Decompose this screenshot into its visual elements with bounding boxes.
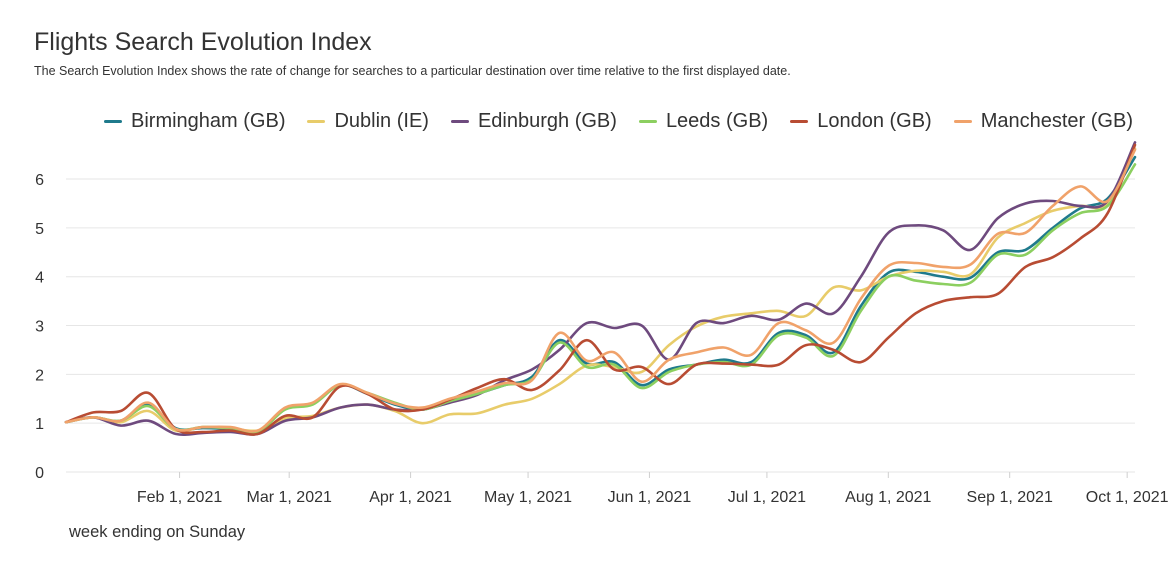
- y-tick-label: 0: [35, 465, 44, 482]
- legend-label: Dublin (IE): [334, 110, 429, 132]
- x-tick-label: Mar 1, 2021: [247, 489, 332, 506]
- series-line-edinburgh-gb[interactable]: [64, 141, 1137, 436]
- x-axis-label: week ending on Sunday: [69, 523, 246, 541]
- legend-swatch: [790, 120, 809, 123]
- y-tick-label: 3: [35, 319, 44, 336]
- legend-label: London (GB): [817, 110, 932, 132]
- x-axis-ticks: Feb 1, 2021 Mar 1, 2021 Apr 1, 2021 May 1, …: [137, 472, 1169, 506]
- legend-item[interactable]: Birmingham (GB): [104, 110, 285, 133]
- chart-title: Flights Search Evolution Index: [34, 28, 372, 56]
- x-tick-label: Jul 1, 2021: [728, 489, 806, 506]
- x-tick-label: Oct 1, 2021: [1086, 489, 1169, 506]
- y-tick-label: 4: [35, 270, 44, 287]
- x-tick-label: May 1, 2021: [484, 489, 572, 506]
- legend-label: Leeds (GB): [665, 110, 769, 132]
- y-axis-ticks: 0 1 2 3 4 5 6: [35, 172, 44, 482]
- legend-swatch: [307, 120, 326, 123]
- series-line-manchester-gb[interactable]: [64, 148, 1137, 433]
- series-lines: [64, 141, 1137, 436]
- y-tick-label: 2: [35, 367, 44, 384]
- legend-label: Birmingham (GB): [131, 110, 286, 132]
- legend-item[interactable]: Manchester (GB): [953, 110, 1133, 133]
- legend-swatch: [638, 120, 657, 123]
- legend-label: Edinburgh (GB): [477, 110, 617, 132]
- x-tick-label: Jun 1, 2021: [608, 489, 692, 506]
- legend-item[interactable]: London (GB): [790, 110, 932, 133]
- y-tick-label: 6: [35, 172, 44, 189]
- legend-item[interactable]: Dublin (IE): [307, 110, 429, 133]
- x-tick-label: Aug 1, 2021: [845, 489, 931, 506]
- legend-swatch: [450, 120, 469, 123]
- y-tick-label: 1: [35, 416, 44, 433]
- legend-label: Manchester (GB): [980, 110, 1133, 132]
- legend-swatch: [104, 120, 122, 123]
- legend: Birmingham (GB) Dublin (IE) Edinburgh (GB)…: [104, 110, 1133, 133]
- x-tick-label: Sep 1, 2021: [967, 489, 1053, 506]
- series-line-birmingham-gb[interactable]: [64, 155, 1137, 435]
- series-line-dublin-ie[interactable]: [64, 147, 1137, 433]
- legend-swatch: [953, 120, 972, 123]
- chart-subtitle: The Search Evolution Index shows the rat…: [34, 64, 791, 78]
- series-line-london-gb[interactable]: [64, 143, 1137, 436]
- x-tick-label: Apr 1, 2021: [369, 489, 452, 506]
- series-line-leeds-gb[interactable]: [64, 163, 1137, 435]
- legend-item[interactable]: Edinburgh (GB): [450, 110, 617, 133]
- y-tick-label: 5: [35, 221, 44, 238]
- x-tick-label: Feb 1, 2021: [137, 489, 223, 506]
- legend-item[interactable]: Leeds (GB): [638, 110, 769, 133]
